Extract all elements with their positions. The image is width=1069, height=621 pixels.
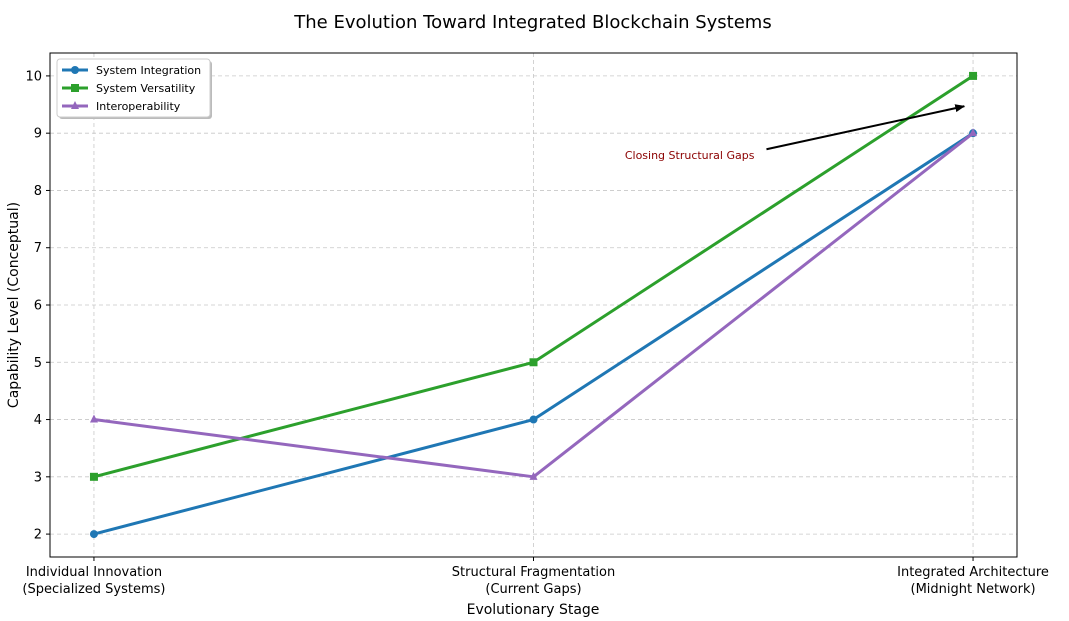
y-tick-label: 6 (34, 299, 42, 314)
data-point-interoperability (969, 128, 978, 137)
gridlines (50, 53, 1017, 557)
x-tick-label-line: Individual Innovation (26, 565, 162, 580)
data-point-interoperability (89, 414, 98, 423)
legend-marker-system-versatility (71, 84, 79, 92)
data-point-system-integration (529, 415, 538, 424)
legend-label-interoperability: Interoperability (96, 100, 181, 113)
legend-box (56, 58, 211, 118)
chart-title: The Evolution Toward Integrated Blockcha… (293, 12, 771, 33)
legend-marker-system-integration (71, 66, 79, 74)
x-tick-label-line: Structural Fragmentation (452, 565, 615, 580)
annotation-arrow (766, 104, 966, 151)
data-point-system-versatility (89, 472, 98, 481)
x-tick-label-line: Integrated Architecture (897, 565, 1049, 580)
y-tick-label: 9 (34, 127, 42, 142)
y-tick-label: 2 (34, 528, 42, 543)
y-axis-label: Capability Level (Conceptual) (6, 202, 22, 408)
x-axis-label: Evolutionary Stage (467, 602, 600, 618)
annotation-text: Closing Structural Gaps (625, 149, 755, 162)
x-tick-label-line: (Current Gaps) (485, 582, 581, 597)
x-tick-label-line: (Midnight Network) (911, 582, 1036, 597)
y-tick-label: 7 (34, 241, 42, 256)
series-interoperability (89, 128, 978, 480)
y-tick-label: 4 (34, 413, 42, 428)
series-system-integration (89, 129, 978, 539)
y-tick-label: 8 (34, 184, 42, 199)
legend: System Integration System Versatility Inte… (56, 58, 212, 119)
data-point-interoperability (529, 471, 538, 480)
y-tick-label: 3 (34, 470, 42, 485)
y-tick-label: 10 (25, 69, 42, 84)
data-point-system-integration (89, 530, 98, 539)
x-tick-label: Structural Fragmentation (Current Gaps) (452, 565, 615, 597)
x-tick-label-line: (Specialized Systems) (22, 582, 165, 597)
data-point-system-versatility (969, 71, 978, 80)
x-tick-label: Integrated Architecture (Midnight Network… (897, 565, 1049, 597)
y-tick-label: 5 (34, 356, 42, 371)
legend-label-system-integration: System Integration (96, 64, 201, 77)
data-point-system-versatility (529, 358, 538, 367)
legend-marker-interoperability (71, 101, 79, 109)
legend-label-system-versatility: System Versatility (96, 82, 196, 95)
x-tick-label: Individual Innovation (Specialized System… (22, 565, 165, 597)
